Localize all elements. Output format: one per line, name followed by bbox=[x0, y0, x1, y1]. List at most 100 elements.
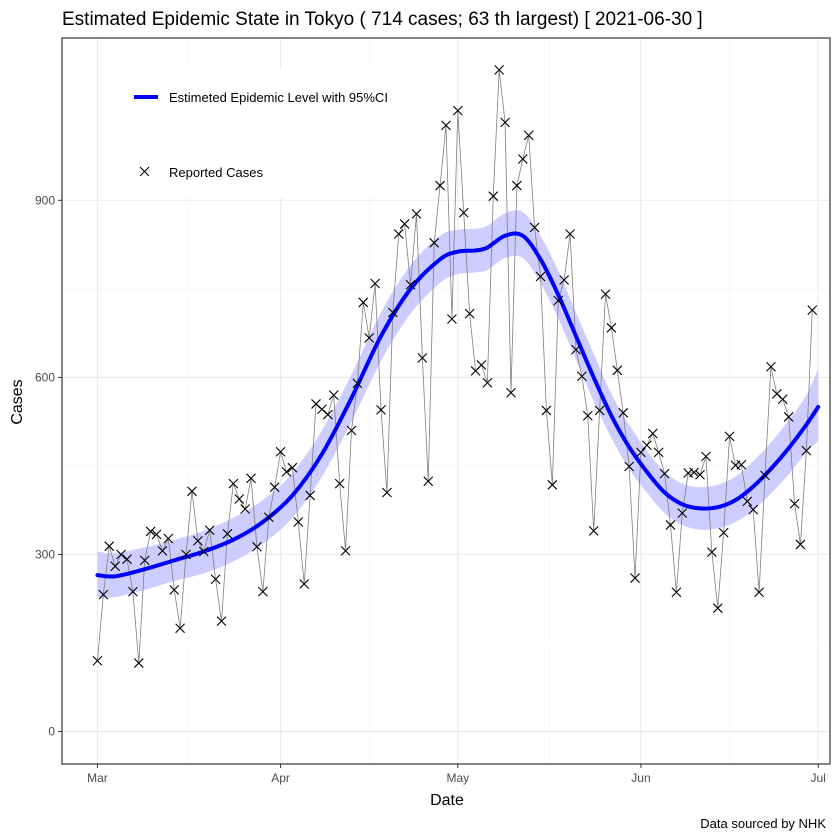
y-tick-label: 600 bbox=[35, 370, 55, 384]
reported-case-point bbox=[252, 541, 262, 552]
reported-case-point bbox=[512, 180, 522, 191]
reported-case-point bbox=[701, 451, 711, 462]
reported-case-point bbox=[104, 541, 115, 552]
reported-cases-connector bbox=[97, 69, 813, 664]
data-source-caption: Data sourced by NHK bbox=[700, 816, 826, 831]
reported-case-point bbox=[641, 440, 652, 451]
legend-background bbox=[118, 68, 418, 198]
reported-case-point bbox=[281, 466, 292, 477]
reported-case-point bbox=[488, 191, 499, 202]
x-tick-label: May bbox=[446, 771, 469, 785]
reported-case-point bbox=[582, 410, 593, 421]
reported-case-point bbox=[145, 526, 156, 537]
reported-case-point bbox=[742, 496, 753, 507]
reported-case-point bbox=[175, 623, 186, 634]
reported-case-point bbox=[417, 353, 428, 363]
reported-case-point bbox=[529, 222, 540, 233]
reported-case-point bbox=[263, 512, 274, 523]
reported-case-point bbox=[754, 587, 764, 598]
reported-case-point bbox=[157, 546, 168, 556]
reported-case-point bbox=[766, 361, 776, 372]
reported-case-point bbox=[606, 322, 617, 333]
reported-case-point bbox=[181, 549, 191, 560]
reported-case-point bbox=[500, 117, 510, 128]
reported-case-point bbox=[517, 154, 528, 164]
reported-cases-line bbox=[97, 69, 813, 664]
reported-case-point bbox=[523, 130, 534, 141]
reported-case-point bbox=[370, 278, 380, 289]
reported-case-point bbox=[240, 504, 251, 514]
reported-cases-points bbox=[92, 64, 818, 668]
reported-case-point bbox=[139, 555, 150, 566]
reported-case-point bbox=[322, 409, 333, 420]
reported-case-point bbox=[458, 207, 469, 218]
chart-title: Estimated Epidemic State in Tokyo ( 714 … bbox=[62, 9, 703, 30]
confidence-band bbox=[97, 210, 819, 598]
reported-case-point bbox=[476, 360, 487, 370]
reported-case-point bbox=[246, 473, 256, 484]
x-axis-ticks: Mar Apr May Jun Jul bbox=[87, 764, 826, 785]
reported-case-point bbox=[163, 533, 174, 544]
reported-case-point bbox=[748, 504, 759, 515]
reported-case-point bbox=[482, 377, 493, 388]
reported-case-point bbox=[618, 407, 629, 418]
x-tick-label: Mar bbox=[87, 771, 108, 785]
y-tick-label: 300 bbox=[35, 547, 55, 561]
x-tick-label: Jun bbox=[631, 771, 650, 785]
reported-case-point bbox=[122, 554, 132, 565]
reported-case-point bbox=[133, 658, 144, 668]
reported-case-point bbox=[600, 289, 611, 300]
x-tick-label: Jul bbox=[811, 771, 826, 785]
reported-case-point bbox=[795, 539, 806, 550]
reported-case-point bbox=[98, 589, 109, 600]
reported-case-point bbox=[187, 486, 197, 497]
reported-case-point bbox=[393, 229, 404, 239]
reported-case-point bbox=[293, 517, 304, 527]
panel-frame bbox=[61, 37, 831, 765]
reported-case-point bbox=[553, 295, 564, 306]
reported-case-point bbox=[571, 344, 581, 355]
reported-case-point bbox=[222, 528, 233, 539]
reported-case-point bbox=[659, 468, 670, 479]
reported-case-point bbox=[783, 412, 794, 422]
reported-case-point bbox=[665, 520, 676, 530]
reported-case-point bbox=[299, 579, 310, 589]
y-tick-label: 0 bbox=[48, 725, 55, 739]
reported-case-point bbox=[92, 655, 103, 666]
reported-case-point bbox=[594, 405, 605, 416]
y-axis-ticks: 0 300 600 900 bbox=[35, 193, 62, 739]
estimated-level-line bbox=[95, 231, 821, 579]
reported-case-point bbox=[334, 478, 345, 489]
reported-case-point bbox=[257, 586, 268, 597]
reported-case-point bbox=[169, 584, 180, 595]
reported-case-point bbox=[452, 105, 463, 116]
reported-case-point bbox=[565, 229, 575, 239]
reported-case-point bbox=[653, 447, 664, 458]
reported-case-point bbox=[441, 120, 451, 131]
reported-case-point bbox=[630, 573, 640, 583]
y-tick-label: 900 bbox=[35, 193, 55, 207]
reported-case-point bbox=[588, 525, 599, 536]
x-axis-title: Date bbox=[430, 792, 464, 809]
reported-case-point bbox=[346, 425, 357, 436]
reported-case-point bbox=[801, 445, 812, 456]
reported-case-point bbox=[506, 387, 516, 398]
reported-case-point bbox=[636, 447, 646, 458]
reported-case-point bbox=[789, 498, 800, 509]
reported-case-point bbox=[128, 586, 138, 597]
reported-case-point bbox=[435, 180, 445, 191]
reported-case-point bbox=[411, 209, 422, 219]
legend-label-estimated: Estimeted Epidemic Level with 95%CI bbox=[169, 90, 388, 105]
reported-case-point bbox=[352, 378, 363, 389]
reported-case-point bbox=[399, 219, 410, 229]
reported-case-point bbox=[275, 446, 286, 457]
reported-case-point bbox=[535, 271, 546, 282]
reported-case-point bbox=[387, 307, 398, 318]
reported-case-point bbox=[110, 561, 121, 572]
reported-case-point bbox=[305, 490, 316, 501]
reported-case-point bbox=[494, 64, 505, 75]
reported-case-point bbox=[447, 314, 457, 324]
reported-case-point bbox=[116, 549, 126, 560]
